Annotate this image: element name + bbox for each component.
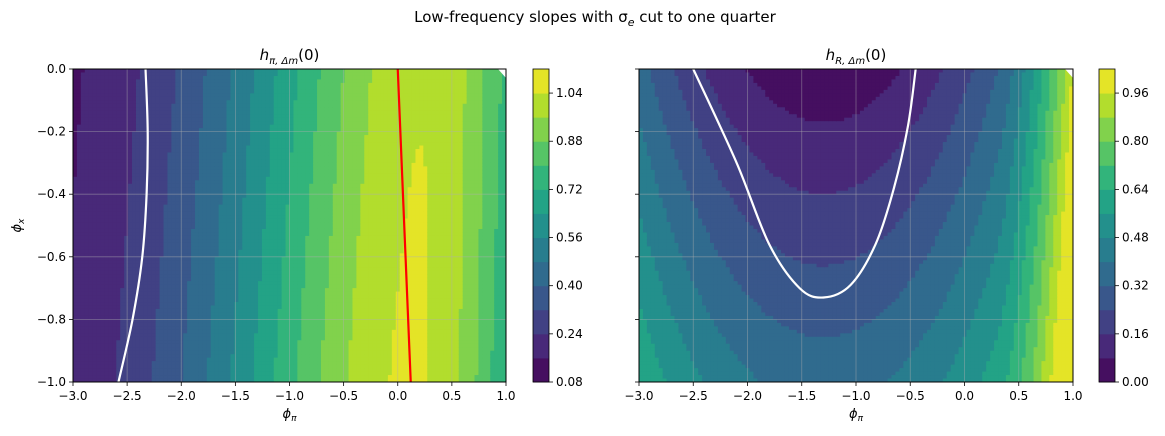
colorbar-tick-label: 0.80: [1122, 134, 1149, 148]
colorbar-tick-label: 1.04: [556, 86, 583, 100]
colorbar-tick-label: 0.40: [556, 279, 583, 293]
right-chart-panel: −3.0 −2.5 −2.0 −1.5 −1.0 −0.5 0.0 0.5 1.0 hR, Δm(…: [624, 46, 1148, 424]
colorbar-segment: [533, 357, 549, 383]
colorbar-segment: [1099, 237, 1115, 263]
contour-line-0: [117, 69, 149, 382]
colorbar-tick-label: 0.48: [1122, 231, 1149, 245]
unfilled-corner: [498, 69, 506, 78]
colorbar-segment: [533, 309, 549, 335]
colorbar-tick-label: 0.96: [1122, 86, 1149, 100]
x-tick-label: −3.0: [624, 389, 653, 403]
colorbar-tick-label: 0.32: [1122, 279, 1149, 293]
y-tick-label: −0.6: [37, 250, 66, 264]
contour-field: [639, 69, 1073, 382]
x-tick-label: −3.0: [58, 389, 87, 403]
x-tick-label: 0.5: [1009, 389, 1028, 403]
x-tick-label: −1.0: [275, 389, 304, 403]
colorbar-segment: [533, 237, 549, 263]
colorbar-segment: [1099, 117, 1115, 142]
x-tick-label: 0.5: [442, 389, 461, 403]
x-tick-label: 0.0: [955, 389, 974, 403]
colorbar-segment: [1099, 165, 1115, 190]
colorbar-segment: [1099, 213, 1115, 239]
figure-title: Low-frequency slopes with σe cut to one …: [414, 8, 777, 29]
colorbar-segment: [533, 93, 549, 118]
x-tick-label: 1.0: [1063, 389, 1082, 403]
x-tick-label: 1.0: [496, 389, 515, 403]
colorbar-tick-label: 0.72: [556, 182, 583, 196]
colorbar-tick-label: 0.88: [556, 134, 583, 148]
y-tick-label: −0.2: [37, 125, 66, 139]
colorbar-tick-label: 0.24: [556, 327, 583, 341]
contour-line-1: [396, 69, 412, 382]
chart-title: hR, Δm(0): [826, 46, 887, 67]
colorbar-segment: [533, 213, 549, 239]
x-axis-label: ϕπ: [283, 407, 298, 424]
x-tick-label: −1.5: [221, 389, 250, 403]
colorbar-segment: [533, 261, 549, 287]
colorbar: 0.00 0.16 0.32 0.48 0.64 0.80 0.96: [1098, 68, 1149, 389]
colorbar-segment: [533, 69, 549, 94]
x-tick-label: −0.5: [896, 389, 925, 403]
contour-field: [73, 69, 506, 382]
colorbar-tick-label: 0.56: [556, 231, 583, 245]
colorbar-segment: [1099, 189, 1115, 214]
colorbar-tick-label: 0.00: [1122, 375, 1149, 389]
colorbar-segment: [533, 117, 549, 142]
colorbar-segment: [1099, 285, 1115, 311]
colorbar-segment: [1099, 261, 1115, 287]
x-tick-label: −2.5: [679, 389, 708, 403]
y-axis-label: ϕx: [10, 218, 27, 233]
x-tick-label: −1.0: [841, 389, 870, 403]
left-chart-panel: −3.0 −2.5 −2.0 −1.5 −1.0 −0.5 0.0 0.5 1.0 0.0 −0.2…: [10, 46, 583, 424]
contour-line-0: [692, 69, 917, 299]
colorbar-segment: [1099, 309, 1115, 335]
y-tick-label: −1.0: [37, 375, 66, 389]
x-tick-label: −2.0: [733, 389, 762, 403]
y-tick-label: 0.0: [47, 62, 66, 76]
colorbar-segment: [533, 165, 549, 190]
colorbar-tick-label: 0.16: [1122, 327, 1149, 341]
colorbar-tick-label: 0.08: [556, 375, 583, 389]
x-axis-label: ϕπ: [849, 407, 864, 424]
y-tick-label: −0.8: [37, 312, 66, 326]
colorbar-segment: [1099, 333, 1115, 359]
colorbar-segment: [533, 189, 549, 214]
x-tick-label: −0.5: [329, 389, 358, 403]
colorbar-segment: [533, 285, 549, 311]
x-tick-label: −2.0: [167, 389, 196, 403]
y-tick-label: −0.4: [37, 187, 66, 201]
colorbar-tick-label: 0.64: [1122, 182, 1149, 196]
colorbar-segment: [533, 141, 549, 166]
x-tick-label: −2.5: [113, 389, 142, 403]
colorbar: 0.08 0.24 0.40 0.56 0.72 0.88 1.04: [532, 68, 583, 389]
chart-title: hπ, Δm(0): [260, 46, 320, 67]
x-tick-label: 0.0: [388, 389, 407, 403]
colorbar-segment: [1099, 357, 1115, 383]
unfilled-corner: [1065, 69, 1073, 78]
x-tick-label: −1.5: [787, 389, 816, 403]
colorbar-segment: [1099, 141, 1115, 166]
colorbar-segment: [1099, 69, 1115, 94]
colorbar-segment: [533, 333, 549, 359]
colorbar-segment: [1099, 93, 1115, 118]
